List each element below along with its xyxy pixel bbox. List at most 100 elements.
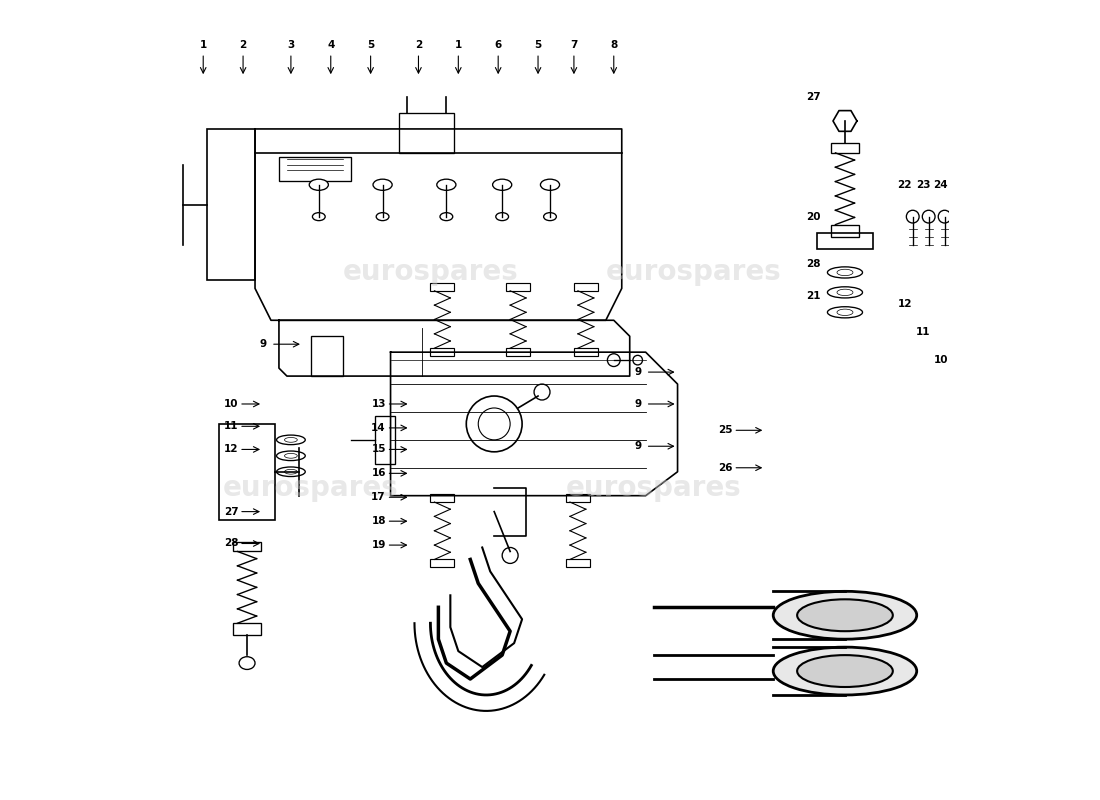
Ellipse shape	[798, 599, 893, 631]
Bar	[219, 424, 275, 519]
Text: 27: 27	[223, 506, 239, 517]
Bar	[233, 542, 262, 551]
Text: 6: 6	[495, 40, 502, 50]
Ellipse shape	[773, 591, 916, 639]
Bar	[233, 623, 262, 635]
Ellipse shape	[309, 179, 329, 190]
Bar	[430, 283, 454, 290]
Bar	[830, 225, 859, 237]
Bar	[398, 113, 454, 153]
Ellipse shape	[276, 467, 306, 477]
Text: 11: 11	[916, 327, 931, 338]
Ellipse shape	[496, 213, 508, 221]
Text: 5: 5	[535, 40, 541, 50]
Text: 28: 28	[224, 538, 239, 549]
Text: 1: 1	[199, 40, 207, 50]
Ellipse shape	[837, 289, 852, 295]
Bar	[830, 143, 859, 153]
Bar	[574, 283, 597, 290]
Text: 4: 4	[327, 40, 334, 50]
Text: 14: 14	[372, 423, 386, 433]
Text: 26: 26	[718, 462, 733, 473]
Ellipse shape	[276, 451, 306, 461]
Text: 11: 11	[224, 422, 239, 431]
Bar	[430, 494, 454, 502]
Circle shape	[466, 396, 522, 452]
Text: 18: 18	[372, 516, 386, 526]
Ellipse shape	[906, 210, 920, 223]
Ellipse shape	[276, 435, 306, 445]
Text: 12: 12	[224, 445, 239, 454]
Text: 9: 9	[260, 339, 266, 349]
Text: 28: 28	[806, 259, 821, 270]
Text: 1: 1	[454, 40, 462, 50]
Text: 13: 13	[372, 399, 386, 409]
Ellipse shape	[632, 355, 642, 365]
Text: 2: 2	[240, 40, 246, 50]
Ellipse shape	[540, 179, 560, 190]
Text: 19: 19	[372, 540, 386, 550]
Ellipse shape	[837, 270, 852, 276]
Ellipse shape	[312, 213, 326, 221]
Bar	[279, 157, 351, 181]
Ellipse shape	[543, 213, 557, 221]
Text: 12: 12	[898, 299, 912, 310]
Text: 3: 3	[287, 40, 295, 50]
Bar	[207, 129, 255, 281]
Bar	[506, 283, 530, 290]
Ellipse shape	[827, 286, 862, 298]
Text: 9: 9	[634, 367, 641, 377]
Text: 5: 5	[367, 40, 374, 50]
Text: 16: 16	[372, 468, 386, 478]
Ellipse shape	[938, 210, 952, 223]
Ellipse shape	[503, 547, 518, 563]
Bar	[817, 233, 873, 249]
Text: 21: 21	[806, 291, 821, 302]
Ellipse shape	[376, 213, 389, 221]
Text: eurospares: eurospares	[606, 258, 781, 286]
Text: 10: 10	[224, 399, 239, 409]
Text: eurospares: eurospares	[223, 474, 398, 502]
Text: 10: 10	[934, 355, 948, 365]
Text: 2: 2	[415, 40, 422, 50]
Text: 15: 15	[372, 445, 386, 454]
Text: 24: 24	[933, 180, 948, 190]
Bar	[574, 348, 597, 356]
Ellipse shape	[535, 384, 550, 400]
Bar	[565, 559, 590, 567]
Ellipse shape	[437, 179, 455, 190]
Ellipse shape	[440, 213, 453, 221]
Text: 25: 25	[718, 426, 733, 435]
Ellipse shape	[607, 354, 620, 366]
Bar	[430, 348, 454, 356]
Text: 23: 23	[916, 180, 931, 190]
Ellipse shape	[285, 470, 297, 474]
Ellipse shape	[285, 438, 297, 442]
Ellipse shape	[373, 179, 392, 190]
Text: 9: 9	[634, 399, 641, 409]
Text: eurospares: eurospares	[565, 474, 741, 502]
Text: 20: 20	[806, 212, 821, 222]
Bar	[565, 494, 590, 502]
Bar	[430, 559, 454, 567]
Ellipse shape	[239, 657, 255, 670]
Text: 8: 8	[610, 40, 617, 50]
Ellipse shape	[285, 454, 297, 458]
Text: 9: 9	[634, 442, 641, 451]
Ellipse shape	[773, 647, 916, 695]
Text: 27: 27	[806, 92, 821, 102]
Text: eurospares: eurospares	[342, 258, 518, 286]
Ellipse shape	[798, 655, 893, 687]
Text: 17: 17	[372, 492, 386, 502]
Ellipse shape	[827, 306, 862, 318]
Bar	[375, 416, 395, 464]
Text: 7: 7	[570, 40, 578, 50]
Ellipse shape	[922, 210, 935, 223]
Bar	[311, 336, 343, 376]
Ellipse shape	[827, 267, 862, 278]
Circle shape	[478, 408, 510, 440]
Ellipse shape	[837, 309, 852, 315]
Ellipse shape	[493, 179, 512, 190]
Bar	[506, 348, 530, 356]
Text: 22: 22	[898, 180, 912, 190]
